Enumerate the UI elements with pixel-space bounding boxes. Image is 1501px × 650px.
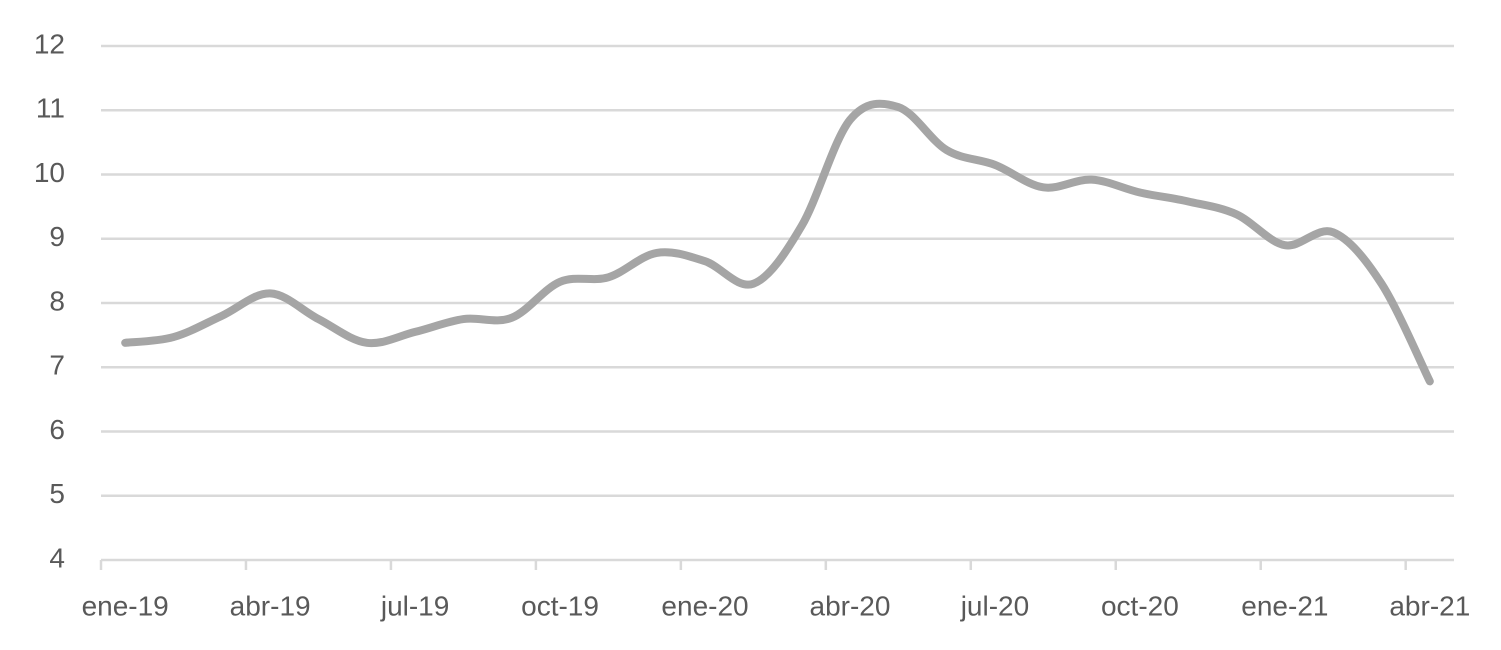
x-tick-label: jul-20 [960,590,1029,621]
x-tick-label: ene-19 [82,590,169,621]
y-tick-label: 11 [36,93,65,124]
x-tick-label: abr-20 [810,590,891,621]
y-tick-label: 8 [49,285,65,316]
y-tick-label: 6 [49,414,65,445]
y-tick-label: 10 [34,157,65,188]
x-tick-label: ene-21 [1241,590,1328,621]
x-tick-label: abr-19 [230,590,311,621]
x-tick-label: jul-19 [380,590,449,621]
y-tick-label: 5 [49,478,65,509]
y-tick-label: 12 [34,28,65,59]
data-line [121,99,1434,386]
y-tick-label: 9 [49,221,65,252]
y-tick-label: 7 [49,350,65,381]
x-tick-label: abr-21 [1389,590,1470,621]
y-tick-label: 4 [49,542,65,573]
x-tick-label: ene-20 [661,590,748,621]
x-tick-label: oct-20 [1101,590,1179,621]
x-tick-label: oct-19 [521,590,599,621]
